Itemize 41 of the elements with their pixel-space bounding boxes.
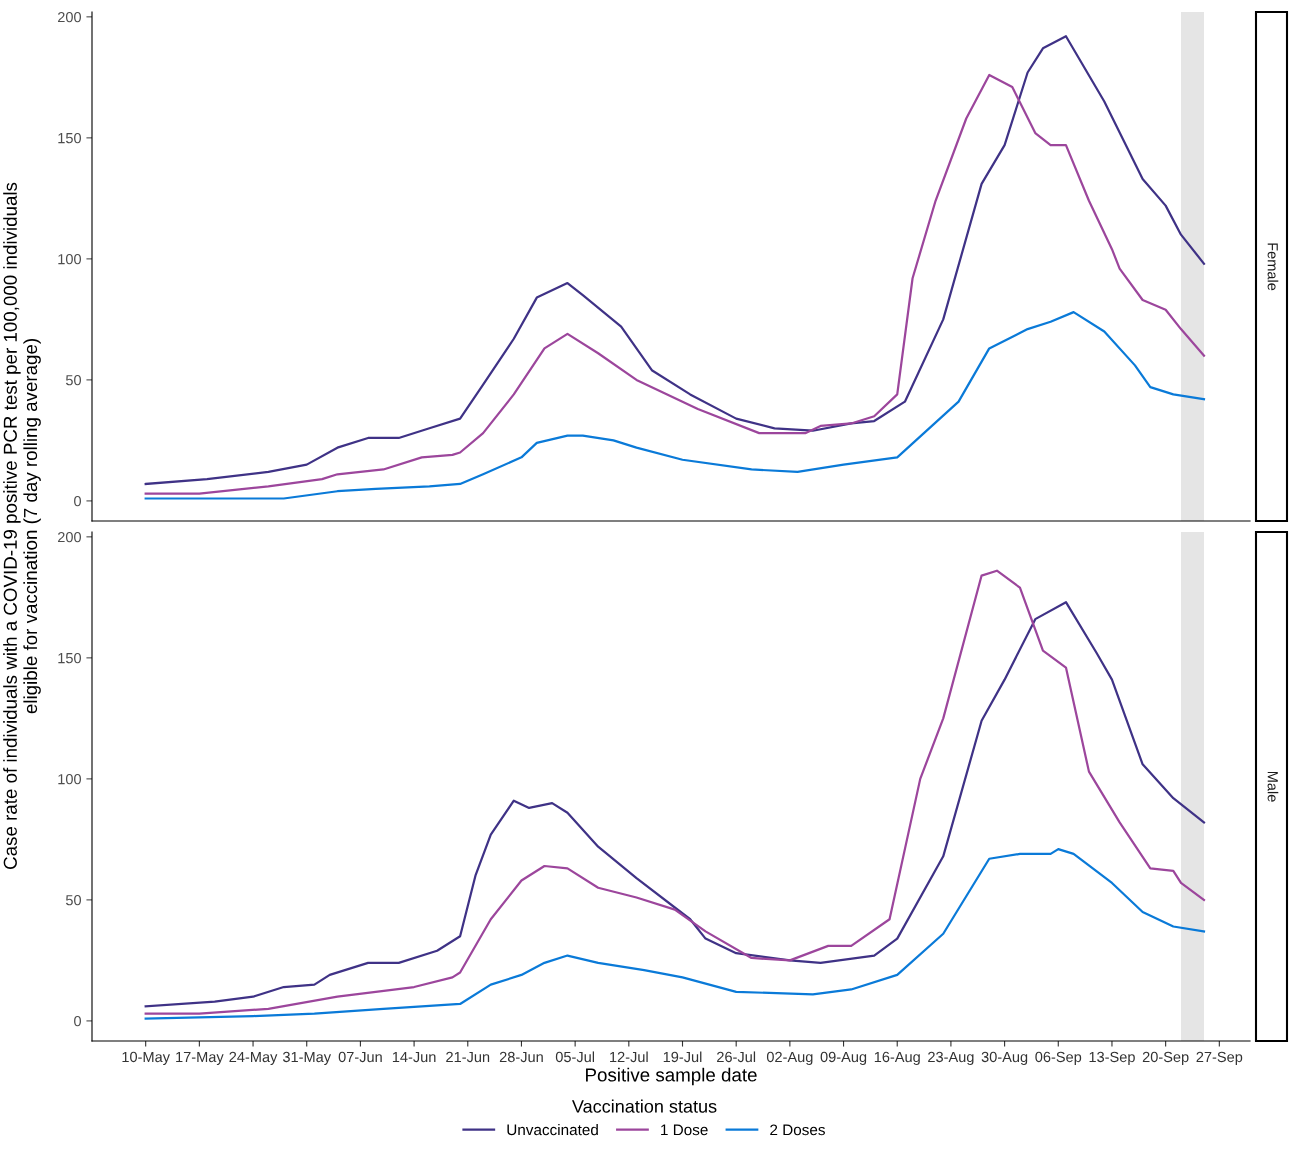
x-tick-label: 23-Aug: [928, 1051, 974, 1066]
x-tick-label: 10-May: [122, 1051, 170, 1066]
x-tick-label: 13-Sep: [1089, 1051, 1135, 1066]
x-tick-label: 31-May: [282, 1051, 332, 1066]
x-axis-title: Positive sample date: [586, 1067, 757, 1086]
y-tick-label: 200: [57, 531, 82, 543]
x-tick-label: 21-Jun: [446, 1051, 490, 1063]
y-tick-label: 150: [58, 132, 82, 144]
x-tick-label: 12-Jul: [610, 1051, 648, 1063]
legend-label: 1 Dose: [661, 1124, 708, 1136]
y-tick-label: 0: [74, 1016, 82, 1027]
y-tick-label: 0: [74, 496, 82, 507]
y-tick-label: 100: [58, 253, 82, 265]
x-tick-label: 28-Jun: [499, 1051, 543, 1063]
y-tick-label: 200: [57, 11, 82, 23]
text: Male: [1267, 771, 1279, 802]
x-tick-label: 02-Aug: [766, 1051, 813, 1066]
y-tick-label: 50: [65, 374, 82, 386]
line-series: [144, 847, 1206, 1020]
x-tick-label: 16-Aug: [874, 1051, 920, 1066]
y-axis-title: Case rate of individuals with a COVID-19 positive PCR test per 100,000 individuals eligible for vaccination (7 day rolling average): [3, 182, 41, 869]
x-tick-label: 09-Aug: [820, 1051, 867, 1066]
legend-label: 2 Doses: [770, 1124, 825, 1136]
x-tick-label: 17-May: [176, 1051, 224, 1066]
x-tick-label: 24-May: [229, 1051, 278, 1066]
x-tick-label: 20-Sep: [1142, 1051, 1189, 1066]
y-tick-label: 50: [65, 894, 82, 906]
line-series: [144, 311, 1206, 500]
x-tick-label: 14-Jun: [392, 1051, 436, 1063]
x-tick-label: 30-Aug: [981, 1051, 1028, 1066]
x-tick-label: 06-Sep: [1035, 1051, 1082, 1066]
legend-label: Unvaccinated: [507, 1124, 598, 1136]
x-tick-label: 05-Jul: [555, 1051, 595, 1063]
text: Female: [1267, 243, 1279, 291]
x-tick-label: 07-Jun: [338, 1051, 382, 1063]
x-tick-label: 27-Sep: [1196, 1051, 1243, 1066]
y-tick-label: 100: [58, 773, 82, 785]
x-tick-label: 26-Jul: [717, 1051, 756, 1063]
x-tick-label: 19-Jul: [663, 1051, 702, 1063]
y-tick-label: 150: [58, 652, 82, 664]
legend-title: Vaccination status: [571, 1099, 717, 1113]
